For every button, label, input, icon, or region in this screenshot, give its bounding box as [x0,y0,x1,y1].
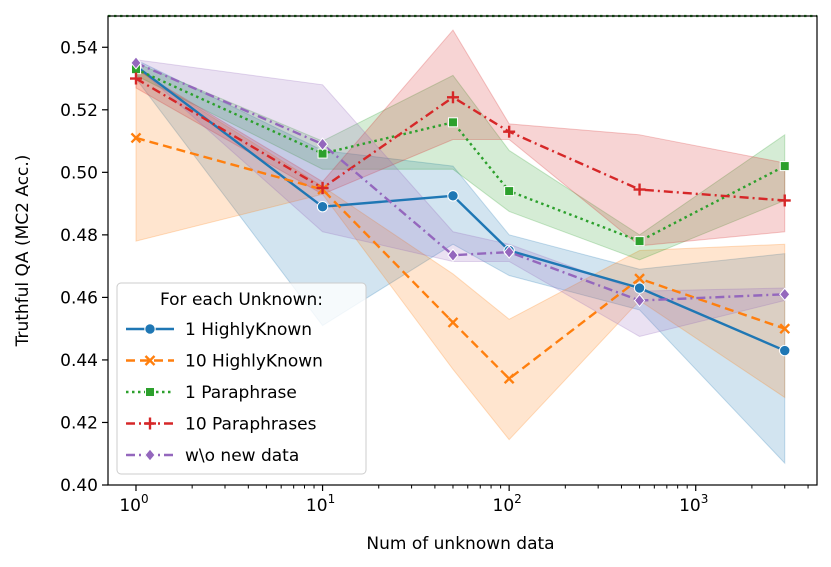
legend-box [116,282,367,475]
series-lines [135,61,786,380]
plot-frame [107,15,818,486]
legend-swatch-marker [145,387,155,397]
band-series-2 [135,68,786,441]
point-series-1 [633,282,646,294]
line-series-5 [135,61,785,302]
legend-label: 10 Paraphrases [185,415,317,435]
marker-stroke [779,323,791,335]
legend-item-2: 10 HighlyKnown [126,352,323,372]
x-tick-label: 102 [493,492,522,516]
point-series-4 [446,91,459,104]
legend-swatch-marker [144,323,156,335]
point-series-3 [504,186,515,197]
marker-stroke [144,355,156,366]
y-tick-label: 0.46 [60,288,98,308]
marker-stroke [447,317,459,328]
point-series-5 [633,293,646,308]
point-series-5 [316,137,329,151]
legend-label: w\o new data [185,446,299,466]
x-axis-label: Num of unknown data [366,534,554,554]
line-series-3 [135,68,786,243]
legend-label: 10 HighlyKnown [185,352,323,372]
point-series-2 [130,132,142,144]
x-tick-label: 103 [679,492,708,516]
x-axis-ticks: 100 101 102 103 [119,485,809,516]
y-tick-label: 0.50 [60,163,98,183]
y-tick-label: 0.52 [60,101,98,121]
point-series-3 [634,236,645,247]
point-series-1 [447,190,459,202]
line-series-2 [135,136,786,380]
legend-swatch-marker [144,448,156,462]
point-series-3 [447,117,458,128]
y-tick-label: 0.48 [60,226,98,246]
marker-stroke [634,273,645,284]
point-series-5 [503,245,515,259]
point-series-2 [779,323,791,335]
point-series-1 [779,344,791,357]
band-series-4 [135,29,786,247]
legend-item-3: 1 Paraphrase [126,383,297,403]
point-series-4 [129,72,142,85]
legend-label: 1 Paraphrase [185,383,297,403]
legend: For each Unknown: 1 HighlyKnown 10 Highly… [116,282,367,475]
y-tick-label: 0.44 [60,351,98,371]
legend-item-4: 10 Paraphrases [126,415,317,435]
legend-title: For each Unknown: [160,290,323,310]
legend-items: 1 HighlyKnown 10 HighlyKnown 1 Paraphrase 1… [126,320,323,466]
series-markers [129,56,791,385]
point-series-4 [503,125,516,138]
legend-label: 1 HighlyKnown [185,320,312,340]
y-axis-label: Truthful QA (MC2 Acc.) [13,155,33,348]
marker-stroke [503,373,515,385]
point-series-2 [503,373,515,385]
legend-item-5: w\o new data [126,446,299,466]
point-series-5 [779,287,791,302]
point-series-1 [316,201,329,213]
y-tick-label: 0.42 [60,413,98,433]
y-tick-label: 0.40 [60,476,98,496]
x-tick-label: 101 [306,492,335,516]
point-series-5 [130,56,142,70]
point-series-2 [634,273,645,284]
legend-swatch-marker [144,417,156,430]
point-series-4 [778,194,791,207]
confidence-bands [135,29,786,465]
x-tick-label: 100 [119,492,148,516]
point-series-3 [779,161,790,172]
legend-item-1: 1 HighlyKnown [126,320,312,340]
point-series-4 [633,183,646,196]
y-axis-ticks: 0.40 0.42 0.44 0.46 0.48 0.50 0.52 0.54 [60,38,108,496]
point-series-2 [447,317,459,328]
y-tick-label: 0.54 [60,38,98,58]
point-series-5 [447,248,459,262]
point-series-4 [316,181,329,194]
marker-stroke [130,132,142,144]
legend-swatch-marker [144,355,156,366]
